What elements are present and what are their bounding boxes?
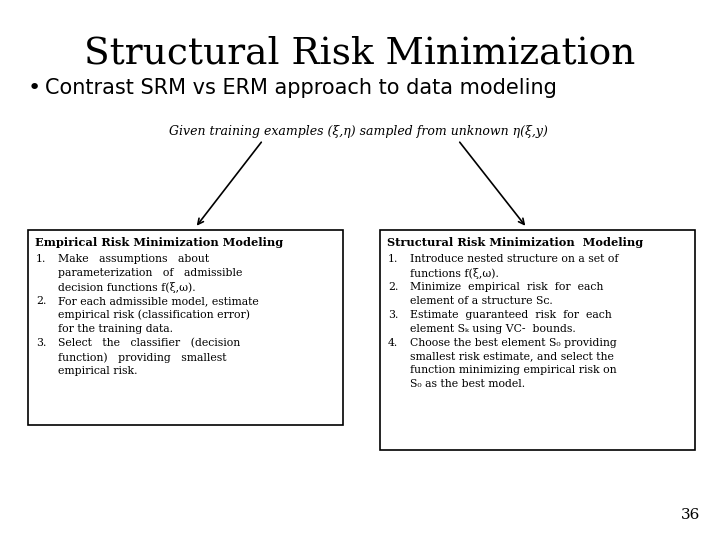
Text: Make   assumptions   about
parameterization   of   admissible
decision functions: Make assumptions about parameterization … — [58, 254, 243, 293]
Text: Contrast SRM vs ERM approach to data modeling: Contrast SRM vs ERM approach to data mod… — [45, 78, 557, 98]
Text: 1.: 1. — [36, 254, 46, 264]
Text: Given training examples (ξ,η) sampled from unknown η(ξ,y): Given training examples (ξ,η) sampled fr… — [168, 125, 547, 138]
Text: Choose the best element S₀ providing
smallest risk estimate, and select the
func: Choose the best element S₀ providing sma… — [410, 338, 617, 389]
Text: 3.: 3. — [36, 338, 46, 348]
Text: •: • — [28, 78, 41, 98]
Text: Empirical Risk Minimization Modeling: Empirical Risk Minimization Modeling — [35, 237, 283, 248]
Text: Structural Risk Minimization  Modeling: Structural Risk Minimization Modeling — [387, 237, 643, 248]
Text: 1.: 1. — [388, 254, 398, 264]
Text: 36: 36 — [680, 508, 700, 522]
Text: 2.: 2. — [388, 282, 398, 292]
Text: 4.: 4. — [388, 338, 398, 348]
Text: Minimize  empirical  risk  for  each
element of a structure Sᴄ.: Minimize empirical risk for each element… — [410, 282, 603, 306]
Text: 2.: 2. — [36, 296, 46, 306]
Text: Estimate  guaranteed  risk  for  each
element Sₖ using VC-  bounds.: Estimate guaranteed risk for each elemen… — [410, 310, 612, 334]
Text: For each admissible model, estimate
empirical risk (classification error)
for th: For each admissible model, estimate empi… — [58, 296, 258, 334]
Text: Structural Risk Minimization: Structural Risk Minimization — [84, 35, 636, 71]
FancyBboxPatch shape — [380, 230, 695, 450]
Text: Introduce nested structure on a set of
functions f(ξ,ω).: Introduce nested structure on a set of f… — [410, 254, 618, 279]
Text: 3.: 3. — [388, 310, 398, 320]
Text: Select   the   classifier   (decision
function)   providing   smallest
empirical: Select the classifier (decision function… — [58, 338, 240, 376]
FancyBboxPatch shape — [28, 230, 343, 425]
